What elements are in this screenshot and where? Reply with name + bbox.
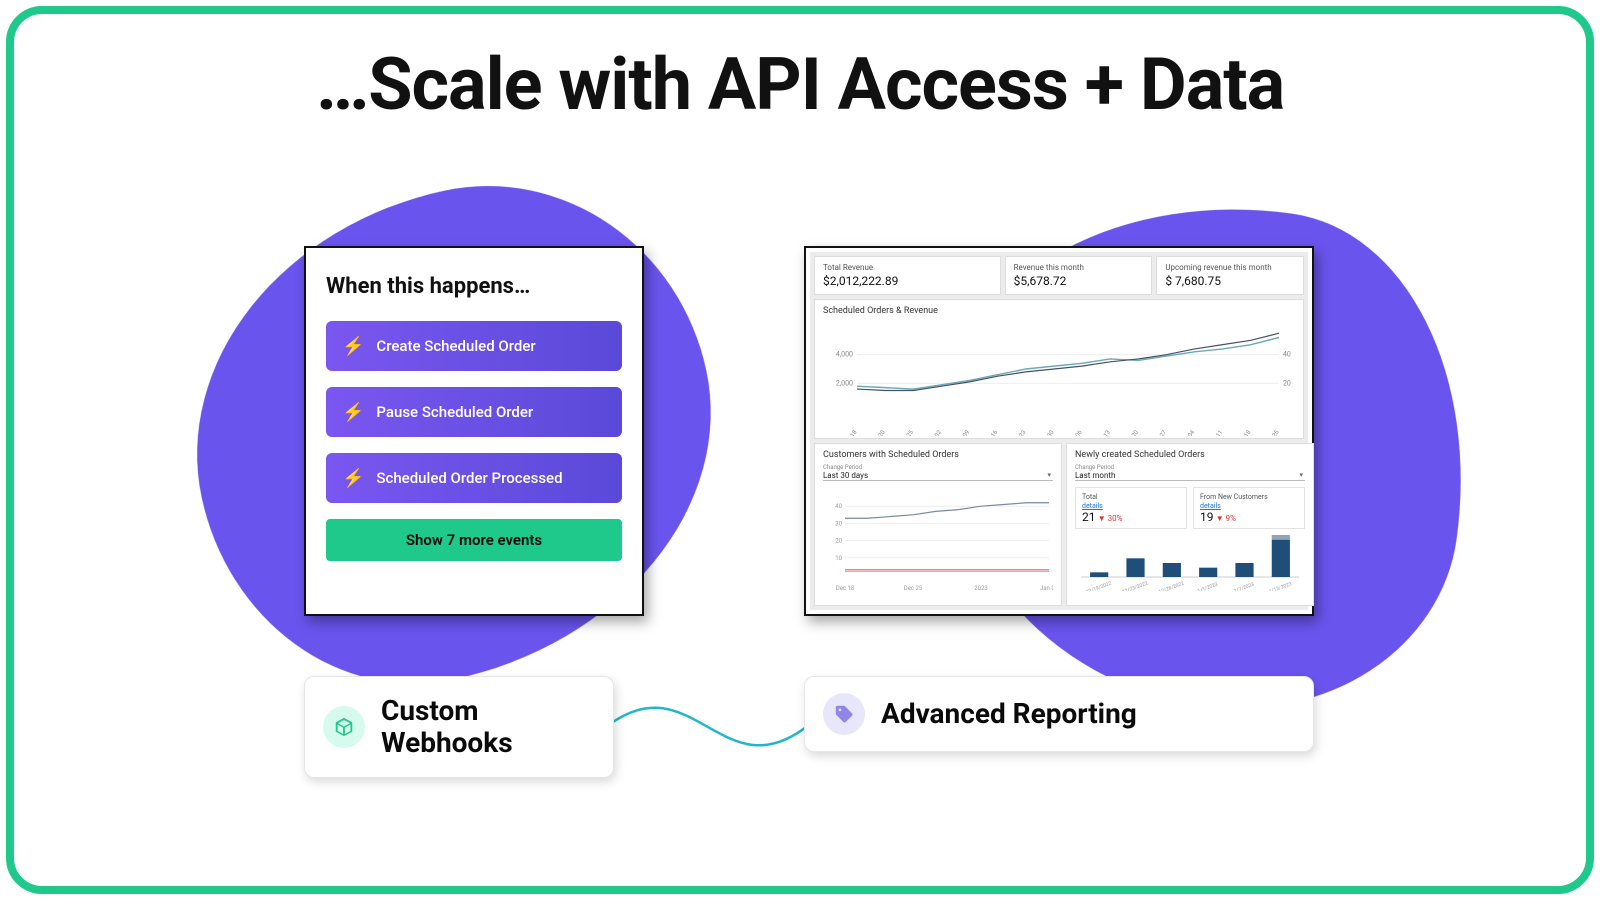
svg-text:Dec 11: Dec 11 xyxy=(1208,429,1224,436)
svg-text:Oct 23: Oct 23 xyxy=(1012,429,1028,436)
svg-text:Dec 25: Dec 25 xyxy=(1264,429,1281,436)
advanced-reporting-label: Advanced Reporting xyxy=(804,676,1314,752)
svg-text:Nov 20: Nov 20 xyxy=(1123,429,1140,436)
kpi-total-revenue: Total Revenue $2,012,222.89 xyxy=(814,256,1001,295)
svg-text:1/13/2023: 1/13/2023 xyxy=(1268,581,1293,591)
svg-text:20: 20 xyxy=(835,538,842,545)
svg-text:2,000: 2,000 xyxy=(836,379,853,387)
kpi-label: Total Revenue xyxy=(823,263,992,272)
event-scheduled-order-processed[interactable]: ⚡ Scheduled Order Processed xyxy=(326,453,622,503)
cube-icon xyxy=(323,706,365,748)
svg-text:Sep 25: Sep 25 xyxy=(899,429,916,436)
panel-title: Scheduled Orders & Revenue xyxy=(823,306,1295,316)
svg-text:Dec 18: Dec 18 xyxy=(1236,429,1253,436)
event-create-scheduled-order[interactable]: ⚡ Create Scheduled Order xyxy=(326,321,622,371)
label-text: Advanced Reporting xyxy=(881,698,1137,730)
kpi-value: $ 7,680.75 xyxy=(1165,274,1295,288)
kpi-label: Upcoming revenue this month xyxy=(1165,263,1295,272)
customers-chart: 10 20 30 40 Dec 18 Dec 25 2023 Jan 08 xyxy=(823,485,1053,593)
bolt-icon: ⚡ xyxy=(342,402,364,423)
period-select[interactable]: Last month xyxy=(1075,471,1305,481)
svg-text:Oct 30: Oct 30 xyxy=(1040,429,1056,436)
svg-text:1/1/2023: 1/1/2023 xyxy=(1197,582,1219,591)
period-label: Change Period xyxy=(1075,464,1305,471)
mini-kpi-total: Total details 21 ▼ 30% xyxy=(1075,487,1187,529)
svg-text:4,000: 4,000 xyxy=(836,351,853,359)
tag-icon xyxy=(823,693,865,735)
panel-title: Newly created Scheduled Orders xyxy=(1075,450,1305,460)
webhook-heading: When this happens… xyxy=(326,274,622,299)
mini-kpi-new-customers: From New Customers details 19 ▼ 9% xyxy=(1193,487,1305,529)
mini-kpi-delta: ▼ 30% xyxy=(1098,514,1123,523)
svg-text:Oct 02: Oct 02 xyxy=(927,429,943,436)
svg-text:12/23/2022: 12/23/2022 xyxy=(1122,581,1149,591)
svg-text:Nov 27: Nov 27 xyxy=(1152,429,1169,436)
show-more-events-button[interactable]: Show 7 more events xyxy=(326,519,622,561)
svg-text:Oct 09: Oct 09 xyxy=(955,429,971,436)
bolt-icon: ⚡ xyxy=(342,468,364,489)
event-label: Scheduled Order Processed xyxy=(376,469,562,487)
bolt-icon: ⚡ xyxy=(342,336,364,357)
label-text: CustomWebhooks xyxy=(381,695,513,759)
slide-frame: …Scale with API Access + Data When this … xyxy=(6,6,1594,894)
svg-text:40: 40 xyxy=(1283,351,1291,359)
kpi-upcoming-revenue: Upcoming revenue this month $ 7,680.75 xyxy=(1156,256,1304,295)
mini-kpi-value: 19 xyxy=(1200,510,1214,524)
svg-text:10: 10 xyxy=(835,555,842,562)
svg-text:Dec 18: Dec 18 xyxy=(836,585,855,592)
event-label: Create Scheduled Order xyxy=(376,337,535,355)
mini-kpi-delta: ▼ 9% xyxy=(1216,514,1236,523)
svg-text:Jan 08: Jan 08 xyxy=(1040,585,1053,592)
mini-kpi-value: 21 xyxy=(1082,510,1096,524)
svg-text:12/28/2022: 12/28/2022 xyxy=(1158,581,1185,591)
kpi-value: $2,012,222.89 xyxy=(823,274,992,288)
kpi-row: Total Revenue $2,012,222.89 Revenue this… xyxy=(814,256,1304,295)
svg-text:Dec 25: Dec 25 xyxy=(904,585,923,592)
details-link[interactable]: details xyxy=(1082,502,1180,510)
period-select[interactable]: Last 30 days xyxy=(823,471,1053,481)
svg-text:Nov 06: Nov 06 xyxy=(1067,429,1084,436)
svg-text:Sep 18: Sep 18 xyxy=(842,429,859,436)
svg-text:Nov 13: Nov 13 xyxy=(1095,429,1112,436)
details-link[interactable]: details xyxy=(1200,502,1298,510)
svg-text:Oct 16: Oct 16 xyxy=(984,429,1000,436)
panel-title: Customers with Scheduled Orders xyxy=(823,450,1053,460)
kpi-value: $5,678.72 xyxy=(1014,274,1144,288)
new-orders-bar-chart: 12/19/2022 12/23/2022 12/28/2022 1/1/2023 1/… xyxy=(1075,533,1305,591)
customers-panel: Customers with Scheduled Orders Change P… xyxy=(814,443,1062,606)
slide-title: …Scale with API Access + Data xyxy=(14,42,1586,127)
svg-text:30: 30 xyxy=(835,520,842,527)
svg-text:40: 40 xyxy=(835,503,842,510)
dashboard-card: Total Revenue $2,012,222.89 Revenue this… xyxy=(804,246,1314,616)
custom-webhooks-label: CustomWebhooks xyxy=(304,676,614,778)
webhook-card: When this happens… ⚡ Create Scheduled Or… xyxy=(304,246,644,616)
svg-text:1/7/2023: 1/7/2023 xyxy=(1233,582,1255,591)
svg-text:2023: 2023 xyxy=(974,585,988,592)
event-label: Pause Scheduled Order xyxy=(376,403,533,421)
mini-kpi-label: Total xyxy=(1082,493,1098,501)
scheduled-orders-panel: Scheduled Orders & Revenue 2,000 4,000 20 4… xyxy=(814,299,1304,439)
svg-text:Dec 04: Dec 04 xyxy=(1180,429,1197,436)
kpi-revenue-this-month: Revenue this month $5,678.72 xyxy=(1005,256,1153,295)
svg-text:Sep 20: Sep 20 xyxy=(871,429,888,436)
scheduled-chart: 2,000 4,000 20 40 Sep 18 Sep 20 Sep 25 Oct 02 Oc… xyxy=(823,320,1303,436)
svg-text:20: 20 xyxy=(1283,379,1291,387)
mini-kpi-label: From New Customers xyxy=(1200,493,1268,501)
new-orders-panel: Newly created Scheduled Orders Change Pe… xyxy=(1066,443,1314,606)
period-label: Change Period xyxy=(823,464,1053,471)
svg-text:12/19/2022: 12/19/2022 xyxy=(1085,581,1112,591)
event-pause-scheduled-order[interactable]: ⚡ Pause Scheduled Order xyxy=(326,387,622,437)
kpi-label: Revenue this month xyxy=(1014,263,1144,272)
